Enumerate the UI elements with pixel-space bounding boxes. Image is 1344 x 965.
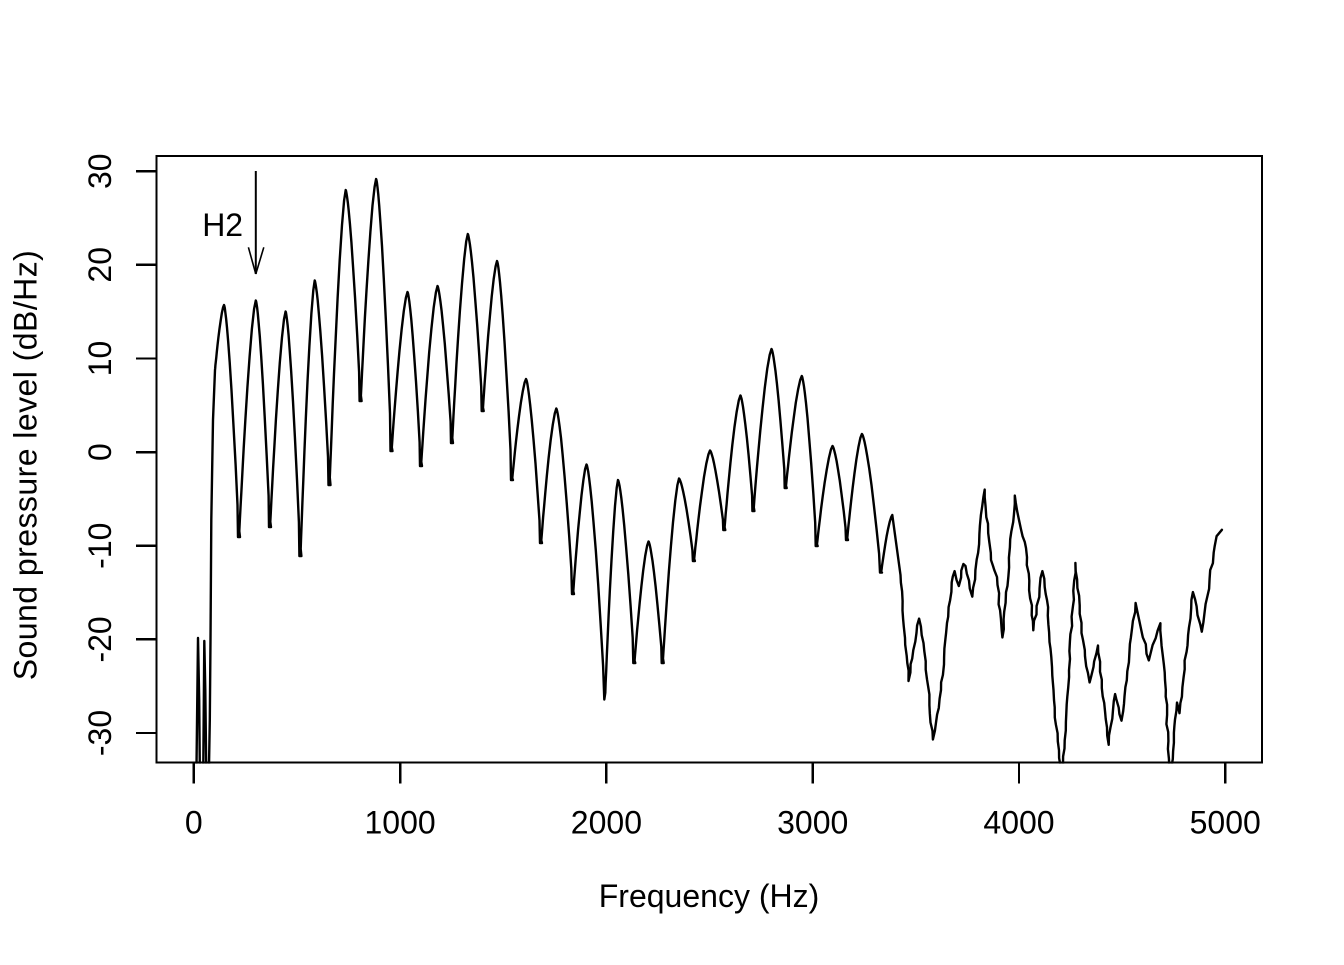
svg-text:Sound pressure level (dB/Hz): Sound pressure level (dB/Hz)	[8, 250, 44, 681]
svg-text:30: 30	[82, 153, 118, 189]
svg-text:-30: -30	[82, 710, 118, 756]
svg-text:-20: -20	[82, 616, 118, 662]
svg-text:5000: 5000	[1190, 805, 1261, 841]
svg-text:0: 0	[185, 805, 203, 841]
svg-text:4000: 4000	[983, 805, 1054, 841]
svg-text:10: 10	[82, 341, 118, 377]
svg-text:-10: -10	[82, 523, 118, 569]
svg-text:1000: 1000	[365, 805, 436, 841]
svg-text:0: 0	[82, 443, 118, 461]
svg-text:Frequency (Hz): Frequency (Hz)	[599, 878, 820, 914]
svg-text:20: 20	[82, 247, 118, 283]
svg-text:2000: 2000	[571, 805, 642, 841]
svg-text:3000: 3000	[777, 805, 848, 841]
svg-text:H2: H2	[202, 207, 243, 243]
